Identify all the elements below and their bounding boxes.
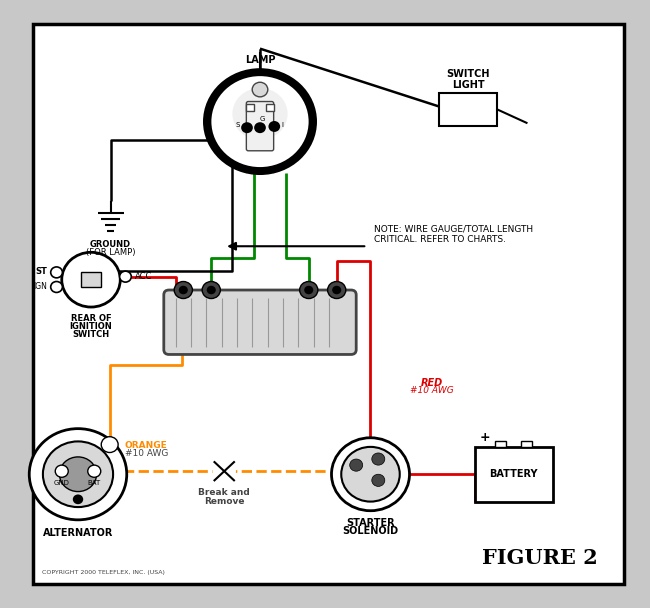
Circle shape — [233, 88, 287, 140]
Circle shape — [51, 267, 62, 278]
Circle shape — [300, 282, 318, 299]
Text: GND: GND — [54, 480, 70, 486]
Circle shape — [43, 441, 113, 507]
Text: GROUND: GROUND — [90, 240, 131, 249]
FancyBboxPatch shape — [495, 441, 506, 447]
Text: LAMP: LAMP — [245, 55, 275, 65]
Circle shape — [213, 460, 236, 482]
Circle shape — [62, 252, 120, 307]
Circle shape — [328, 282, 346, 299]
Circle shape — [29, 429, 127, 520]
Circle shape — [120, 271, 131, 282]
Circle shape — [88, 465, 101, 477]
Circle shape — [372, 474, 385, 486]
Text: (FOR LAMP): (FOR LAMP) — [86, 248, 135, 257]
Text: #10 AWG: #10 AWG — [125, 449, 168, 458]
Text: Remove: Remove — [204, 497, 244, 506]
FancyBboxPatch shape — [164, 290, 356, 354]
Text: REAR OF: REAR OF — [71, 314, 111, 323]
Circle shape — [51, 282, 62, 292]
FancyBboxPatch shape — [246, 105, 255, 111]
Circle shape — [202, 282, 220, 299]
Circle shape — [101, 437, 118, 452]
Text: NOTE: WIRE GAUGE/TOTAL LENGTH
CRITICAL. REFER TO CHARTS.: NOTE: WIRE GAUGE/TOTAL LENGTH CRITICAL. … — [374, 224, 533, 244]
Circle shape — [332, 438, 410, 511]
Text: +: + — [480, 431, 490, 444]
Circle shape — [174, 282, 192, 299]
Circle shape — [252, 82, 268, 97]
Text: S: S — [235, 122, 239, 128]
Circle shape — [332, 286, 341, 294]
Text: FIGURE 2: FIGURE 2 — [482, 548, 598, 568]
Text: ORANGE: ORANGE — [125, 441, 168, 449]
Circle shape — [341, 447, 400, 502]
Text: ACC: ACC — [135, 272, 152, 281]
Text: Break and: Break and — [198, 488, 250, 497]
Text: BAT: BAT — [88, 480, 101, 486]
FancyBboxPatch shape — [521, 441, 532, 447]
FancyBboxPatch shape — [32, 24, 624, 584]
Text: #10 AWG: #10 AWG — [410, 386, 454, 395]
Circle shape — [241, 122, 253, 133]
FancyBboxPatch shape — [81, 272, 101, 287]
Text: I: I — [281, 122, 284, 128]
FancyBboxPatch shape — [474, 447, 552, 502]
Circle shape — [73, 494, 83, 504]
Circle shape — [304, 286, 313, 294]
Circle shape — [372, 453, 385, 465]
Text: LIGHT: LIGHT — [452, 80, 484, 90]
FancyBboxPatch shape — [266, 105, 274, 111]
Circle shape — [205, 70, 315, 173]
Circle shape — [254, 122, 266, 133]
Circle shape — [55, 465, 68, 477]
Text: SWITCH: SWITCH — [447, 69, 489, 80]
Text: SWITCH: SWITCH — [72, 330, 110, 339]
Text: G: G — [259, 116, 265, 122]
Circle shape — [207, 286, 216, 294]
Text: IGN: IGN — [34, 283, 47, 291]
Text: SOLENOID: SOLENOID — [343, 526, 398, 536]
Circle shape — [60, 457, 97, 491]
Text: ALTERNATOR: ALTERNATOR — [43, 528, 113, 538]
FancyBboxPatch shape — [439, 93, 497, 126]
Text: ST: ST — [36, 267, 47, 275]
Circle shape — [211, 76, 309, 167]
FancyBboxPatch shape — [246, 102, 274, 151]
Text: IGNITION: IGNITION — [70, 322, 112, 331]
Text: BATTERY: BATTERY — [489, 469, 538, 479]
Text: COPYRIGHT 2000 TELEFLEX, INC. (USA): COPYRIGHT 2000 TELEFLEX, INC. (USA) — [42, 570, 165, 575]
Circle shape — [268, 121, 280, 132]
Circle shape — [350, 459, 363, 471]
Text: RED: RED — [421, 378, 443, 388]
Circle shape — [179, 286, 188, 294]
Text: STARTER: STARTER — [346, 518, 395, 528]
